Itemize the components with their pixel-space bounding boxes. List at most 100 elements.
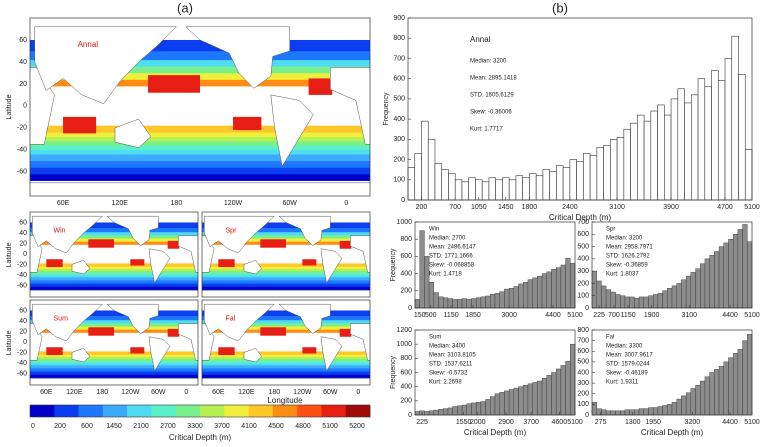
map-band bbox=[30, 278, 198, 280]
map-band bbox=[30, 370, 198, 372]
histogram-bar bbox=[700, 380, 706, 416]
histogram-bar bbox=[537, 275, 543, 309]
colorbar-tick-label: 200 bbox=[54, 423, 66, 430]
map-band bbox=[30, 130, 370, 133]
map-band bbox=[30, 282, 198, 284]
x-axis-label: Longitude bbox=[267, 396, 303, 405]
map-band bbox=[202, 227, 370, 230]
histogram-bar bbox=[434, 163, 443, 201]
map-band bbox=[202, 368, 370, 370]
map-band bbox=[30, 274, 198, 277]
histogram-bar bbox=[670, 98, 679, 201]
histogram-bar bbox=[685, 275, 692, 309]
histogram-bar bbox=[704, 376, 710, 416]
land bbox=[178, 323, 198, 361]
histogram-bar bbox=[624, 296, 630, 309]
histogram-bar bbox=[499, 392, 505, 416]
lon-tick-label: 60E bbox=[57, 200, 70, 207]
land bbox=[71, 259, 91, 275]
histogram-bar bbox=[414, 299, 420, 309]
map-band bbox=[30, 165, 370, 168]
histogram-bar bbox=[709, 372, 715, 416]
lat-tick-label: 60 bbox=[19, 219, 27, 226]
land bbox=[30, 182, 370, 196]
histogram-bar bbox=[556, 165, 564, 201]
map-band bbox=[30, 237, 198, 239]
stats-annotation: Mean: 2895.1418 bbox=[470, 76, 517, 82]
map-band bbox=[30, 171, 370, 175]
histogram-bar bbox=[457, 405, 463, 416]
histogram-bar bbox=[433, 409, 439, 416]
stats-annotation: Kurt: 1.4718 bbox=[429, 272, 462, 278]
map-band bbox=[30, 136, 370, 140]
y-tick-label: 1000 bbox=[396, 341, 412, 348]
y-tick-label: 200 bbox=[577, 391, 589, 398]
histogram-bar bbox=[711, 70, 719, 201]
map-band bbox=[30, 271, 198, 274]
histogram-bar bbox=[623, 128, 631, 201]
map-band bbox=[30, 134, 370, 137]
histogram-bar bbox=[504, 390, 510, 416]
histogram-bar bbox=[723, 361, 729, 416]
histogram-bar bbox=[480, 296, 486, 309]
y-axis-label: Latitude bbox=[6, 330, 13, 355]
map-band bbox=[202, 277, 370, 279]
lon-tick-label: 0 bbox=[344, 200, 348, 207]
histogram-bar bbox=[570, 343, 576, 416]
y-tick-label: 200 bbox=[393, 156, 405, 163]
map-band bbox=[30, 352, 198, 354]
histogram-bar bbox=[513, 286, 519, 309]
map-band bbox=[30, 57, 370, 61]
histogram-bar bbox=[601, 409, 607, 416]
x-tick-label: 4400 bbox=[722, 312, 738, 319]
map-band bbox=[30, 156, 370, 159]
histogram-bar bbox=[457, 299, 463, 309]
map-band bbox=[30, 226, 198, 229]
map-band bbox=[30, 231, 198, 234]
map-patch bbox=[88, 327, 114, 336]
map-band bbox=[202, 280, 370, 282]
land bbox=[278, 303, 331, 334]
map-band bbox=[202, 237, 370, 239]
stats-annotation: Median: 3200 bbox=[606, 236, 643, 242]
lat-tick-label: -40 bbox=[17, 147, 27, 154]
x-tick-label: 2900 bbox=[498, 419, 514, 426]
map bbox=[30, 26, 370, 196]
lat-tick-label: 0 bbox=[23, 251, 27, 258]
histogram-bar bbox=[490, 294, 496, 309]
map-band bbox=[202, 352, 370, 354]
histogram-bar bbox=[742, 340, 748, 416]
histogram-bar bbox=[535, 175, 544, 201]
x-tick-label: 275 bbox=[595, 419, 607, 426]
y-axis-label: Frequency bbox=[390, 248, 397, 282]
x-tick-label: 4700 bbox=[717, 204, 733, 211]
colorbar-tick-label: 5100 bbox=[322, 423, 338, 430]
histogram-bar bbox=[466, 299, 472, 309]
y-tick-label: 700 bbox=[577, 337, 589, 344]
map-band bbox=[30, 152, 370, 155]
histogram-bar bbox=[620, 410, 626, 416]
map-band bbox=[30, 286, 198, 288]
histogram-bar bbox=[523, 282, 529, 309]
histogram-bar bbox=[527, 383, 533, 416]
x-tick-label: 3100 bbox=[681, 312, 697, 319]
colorbar-tick-label: 5200 bbox=[349, 423, 365, 430]
stats-annotation: Mean: 2958.7971 bbox=[606, 245, 653, 251]
lon-tick-label: 120E bbox=[238, 389, 255, 396]
map-band bbox=[30, 224, 198, 226]
x-tick-label: 5100 bbox=[744, 419, 760, 426]
map-band bbox=[202, 353, 370, 355]
map-patch bbox=[308, 78, 333, 95]
stats-annotation: Mean: 3007.9617 bbox=[606, 353, 653, 359]
x-tick-label: 150 bbox=[414, 312, 426, 319]
lon-tick-label: 60W bbox=[151, 389, 166, 396]
map-band bbox=[30, 68, 370, 72]
lat-tick-label: 0 bbox=[23, 103, 27, 110]
y-tick-label: 400 bbox=[577, 256, 589, 263]
x-tick-label: 225 bbox=[593, 312, 605, 319]
y-tick-label: 0 bbox=[585, 305, 589, 312]
map-band bbox=[202, 322, 370, 324]
map-band bbox=[30, 319, 198, 322]
map-band bbox=[202, 373, 370, 375]
histogram-bar bbox=[537, 380, 543, 416]
